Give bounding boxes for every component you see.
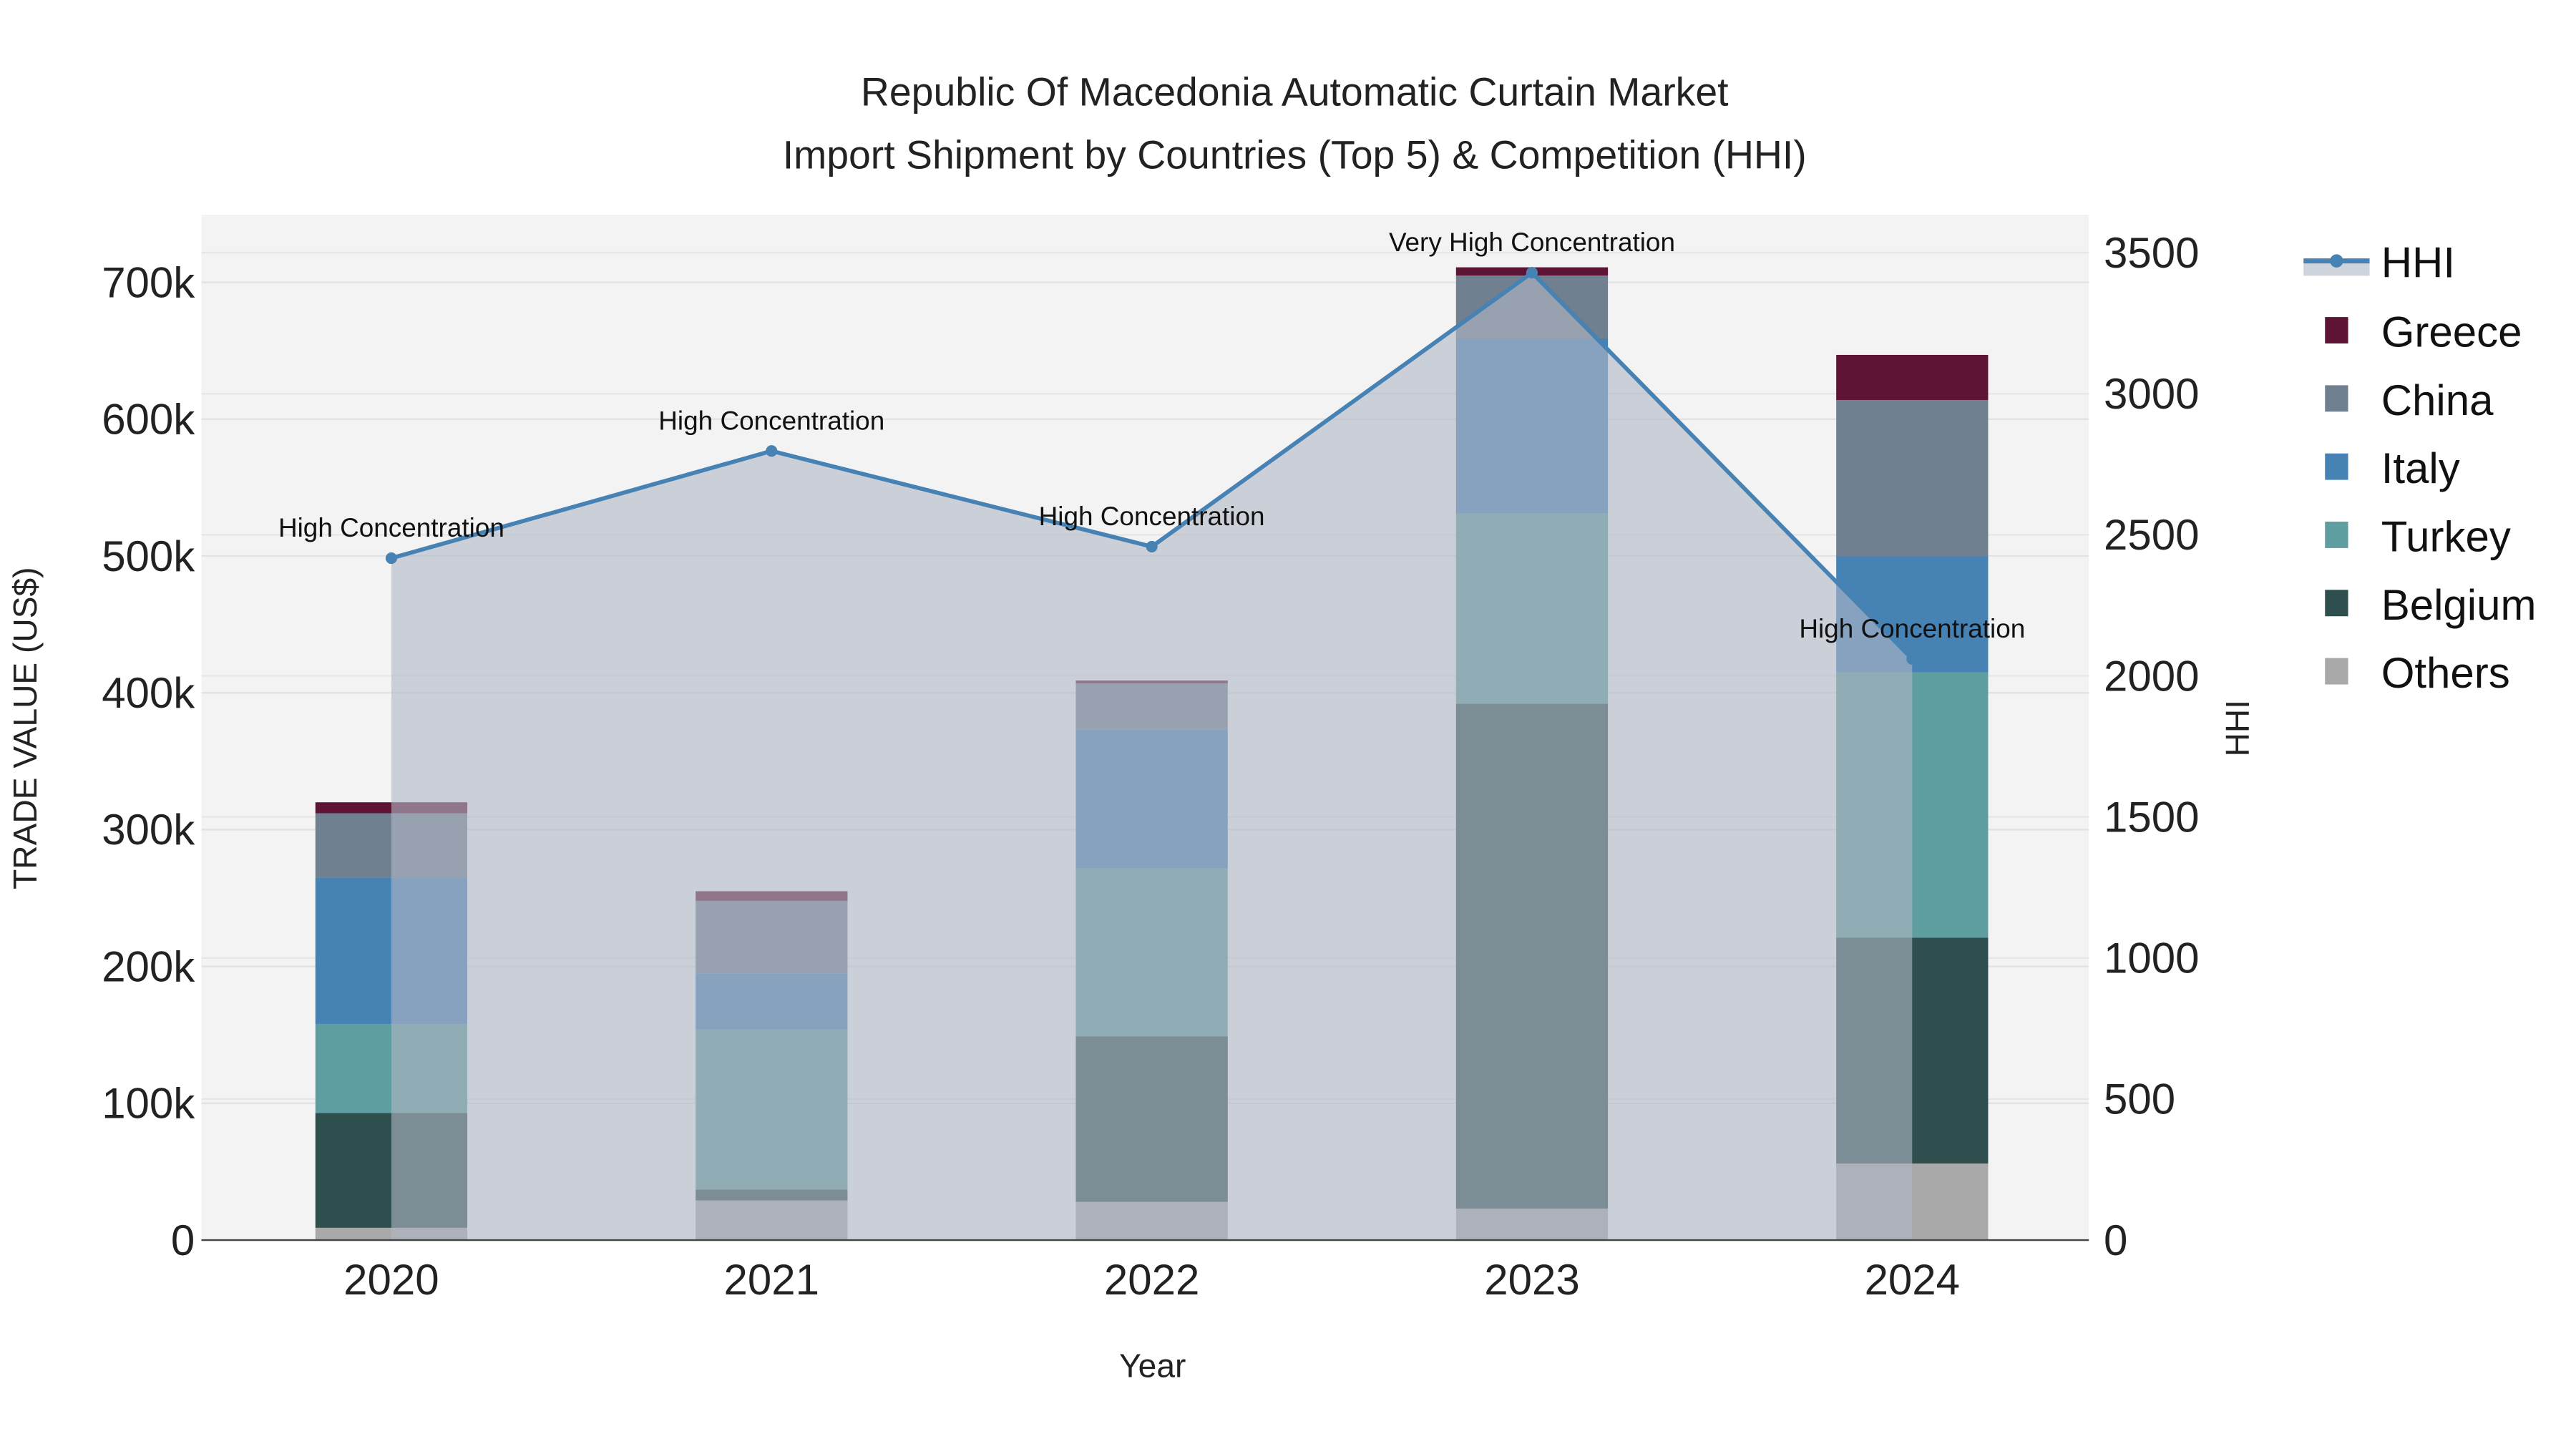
x-tick-label: 2024 xyxy=(1865,1256,1960,1304)
legend-swatch-others xyxy=(2325,658,2348,685)
y-tick-label: 0 xyxy=(171,1216,195,1264)
hhi-point-2022 xyxy=(1146,540,1158,552)
y2-tick-label: 1500 xyxy=(2104,793,2199,841)
y-axis-title: TRADE VALUE (US$) xyxy=(6,567,44,889)
hhi-point-2021 xyxy=(766,445,778,457)
legend-label-others: Others xyxy=(2381,649,2510,697)
bar-china-2024 xyxy=(1836,400,1989,557)
bar-greece-2024 xyxy=(1836,354,1989,401)
x-tick-label: 2023 xyxy=(1484,1256,1579,1304)
y-tick-label: 300k xyxy=(102,806,195,854)
hhi-area xyxy=(391,273,1913,1241)
x-axis-title: Year xyxy=(1119,1347,1186,1385)
hhi-annotation: High Concentration xyxy=(658,406,884,435)
y-tick-label: 400k xyxy=(102,669,195,717)
legend-hhi-area-swatch xyxy=(2303,260,2370,276)
y2-tick-label: 1000 xyxy=(2104,935,2199,982)
chart-title-line1: Republic Of Macedonia Automatic Curtain … xyxy=(861,70,1729,114)
hhi-annotation: High Concentration xyxy=(1799,614,2025,643)
legend-swatch-belgium xyxy=(2325,590,2348,617)
x-tick-label: 2022 xyxy=(1104,1256,1199,1304)
x-tick-label: 2021 xyxy=(724,1256,819,1304)
y2-tick-label: 0 xyxy=(2104,1216,2127,1264)
y-tick-label: 100k xyxy=(102,1080,195,1128)
legend-swatch-italy xyxy=(2325,453,2348,480)
legend-swatch-china xyxy=(2325,385,2348,412)
chart-title-line2: Import Shipment by Countries (Top 5) & C… xyxy=(783,132,1807,177)
y2-tick-label: 2500 xyxy=(2104,511,2199,559)
hhi-annotation: High Concentration xyxy=(278,513,504,542)
y-tick-label: 200k xyxy=(102,942,195,990)
legend-label-greece: Greece xyxy=(2381,308,2522,356)
hhi-annotation: High Concentration xyxy=(1039,502,1265,531)
y-tick-label: 500k xyxy=(102,532,195,580)
legend-label-hhi: HHI xyxy=(2381,239,2455,287)
legend-label-italy: Italy xyxy=(2381,444,2460,492)
y-tick-label: 700k xyxy=(102,258,195,306)
legend-swatch-turkey xyxy=(2325,522,2348,548)
legend-label-belgium: Belgium xyxy=(2381,581,2537,629)
hhi-point-2020 xyxy=(385,552,397,565)
legend-label-china: China xyxy=(2381,376,2494,424)
y2-tick-label: 3500 xyxy=(2104,229,2199,277)
y-tick-label: 600k xyxy=(102,396,195,444)
legend-hhi-marker xyxy=(2330,254,2343,268)
y2-tick-label: 500 xyxy=(2104,1075,2175,1123)
hhi-point-2024 xyxy=(1906,653,1918,665)
hhi-point-2023 xyxy=(1526,266,1538,279)
hhi-annotation: Very High Concentration xyxy=(1389,228,1675,257)
y2-tick-label: 2000 xyxy=(2104,652,2199,700)
y2-axis-title: HHI xyxy=(2219,700,2256,756)
x-tick-label: 2020 xyxy=(343,1256,439,1304)
legend-swatch-greece xyxy=(2325,317,2348,343)
y2-tick-label: 3000 xyxy=(2104,370,2199,418)
legend-label-turkey: Turkey xyxy=(2381,513,2511,561)
